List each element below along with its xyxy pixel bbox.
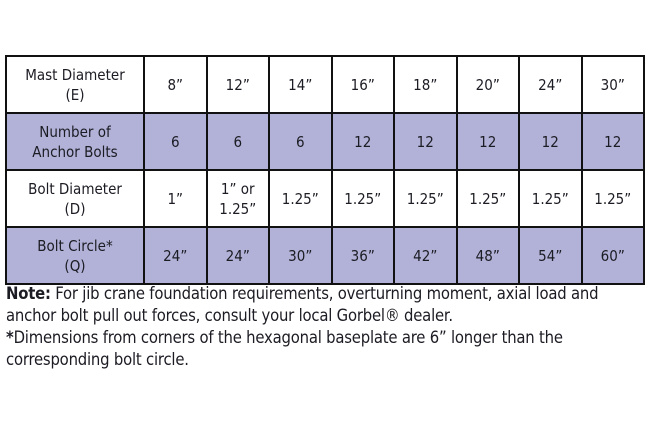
table-cell: 6 bbox=[143, 112, 208, 171]
table-cell: 24” bbox=[518, 55, 583, 114]
table-cell: 60” bbox=[580, 226, 645, 285]
row-header-line: Bolt Diameter bbox=[28, 179, 122, 198]
note-text: For jib crane foundation requirements, o… bbox=[6, 284, 599, 325]
table-row: Mast Diameter (E) 8” 12” 14” 16” 18” 20” 24” 30” bbox=[5, 55, 645, 114]
row-header: Bolt Diameter (D) bbox=[5, 169, 145, 228]
anchor-bolt-spec-table: Mast Diameter (E) 8” 12” 14” 16” 18” 20” 24” 30” N… bbox=[5, 55, 645, 285]
row-header: Bolt Circle* (Q) bbox=[5, 226, 145, 285]
notes: Note: For jib crane foundation requireme… bbox=[6, 283, 646, 371]
row-header-line: (E) bbox=[65, 85, 85, 104]
table-cell: 30” bbox=[268, 226, 333, 285]
table-cell: 36” bbox=[330, 226, 395, 285]
table-cell: 14” bbox=[268, 55, 333, 114]
row-header-line: Number of bbox=[39, 122, 111, 141]
row-header-line: Bolt Circle* bbox=[37, 236, 113, 255]
footnote-paragraph: *Dimensions from corners of the hexagona… bbox=[6, 327, 646, 371]
table-cell: 6 bbox=[268, 112, 333, 171]
footnote-mark: * bbox=[6, 328, 14, 347]
table-cell: 1.25” bbox=[393, 169, 458, 228]
row-header-line: (Q) bbox=[64, 256, 86, 275]
table-cell: 1.25” bbox=[455, 169, 520, 228]
table-cell: 1.25” bbox=[580, 169, 645, 228]
table-cell: 18” bbox=[393, 55, 458, 114]
table-row: Bolt Diameter (D) 1” 1” or 1.25” 1.25” 1.25” 1… bbox=[5, 169, 645, 228]
table-cell: 1” or 1.25” bbox=[205, 169, 270, 228]
table-cell: 12 bbox=[518, 112, 583, 171]
table-row: Bolt Circle* (Q) 24” 24” 30” 36” 42” 48” 54” 60” bbox=[5, 226, 645, 285]
table-cell: 24” bbox=[143, 226, 208, 285]
footnote-text: Dimensions from corners of the hexagonal… bbox=[6, 328, 563, 369]
row-header: Mast Diameter (E) bbox=[5, 55, 145, 114]
table-cell: 42” bbox=[393, 226, 458, 285]
table-cell: 12 bbox=[330, 112, 395, 171]
table-cell: 1” bbox=[143, 169, 208, 228]
table-cell: 30” bbox=[580, 55, 645, 114]
note-label: Note: bbox=[6, 284, 51, 303]
table-cell: 1.25” bbox=[330, 169, 395, 228]
row-header-line: (D) bbox=[64, 199, 86, 218]
table-cell: 24” bbox=[205, 226, 270, 285]
row-header-line: Mast Diameter bbox=[25, 65, 125, 84]
table-cell: 12” bbox=[205, 55, 270, 114]
table-cell: 12 bbox=[580, 112, 645, 171]
table-cell: 20” bbox=[455, 55, 520, 114]
row-header-line: Anchor Bolts bbox=[32, 142, 118, 161]
table-cell: 8” bbox=[143, 55, 208, 114]
table-cell: 12 bbox=[393, 112, 458, 171]
row-header: Number of Anchor Bolts bbox=[5, 112, 145, 171]
table-cell: 48” bbox=[455, 226, 520, 285]
table-row: Number of Anchor Bolts 6 6 6 12 12 12 12 12 bbox=[5, 112, 645, 171]
table-cell: 1.25” bbox=[268, 169, 333, 228]
table-cell: 16” bbox=[330, 55, 395, 114]
note-paragraph: Note: For jib crane foundation requireme… bbox=[6, 283, 646, 327]
table-cell: 54” bbox=[518, 226, 583, 285]
table-cell: 12 bbox=[455, 112, 520, 171]
table-cell: 1.25” bbox=[518, 169, 583, 228]
table-cell: 6 bbox=[205, 112, 270, 171]
